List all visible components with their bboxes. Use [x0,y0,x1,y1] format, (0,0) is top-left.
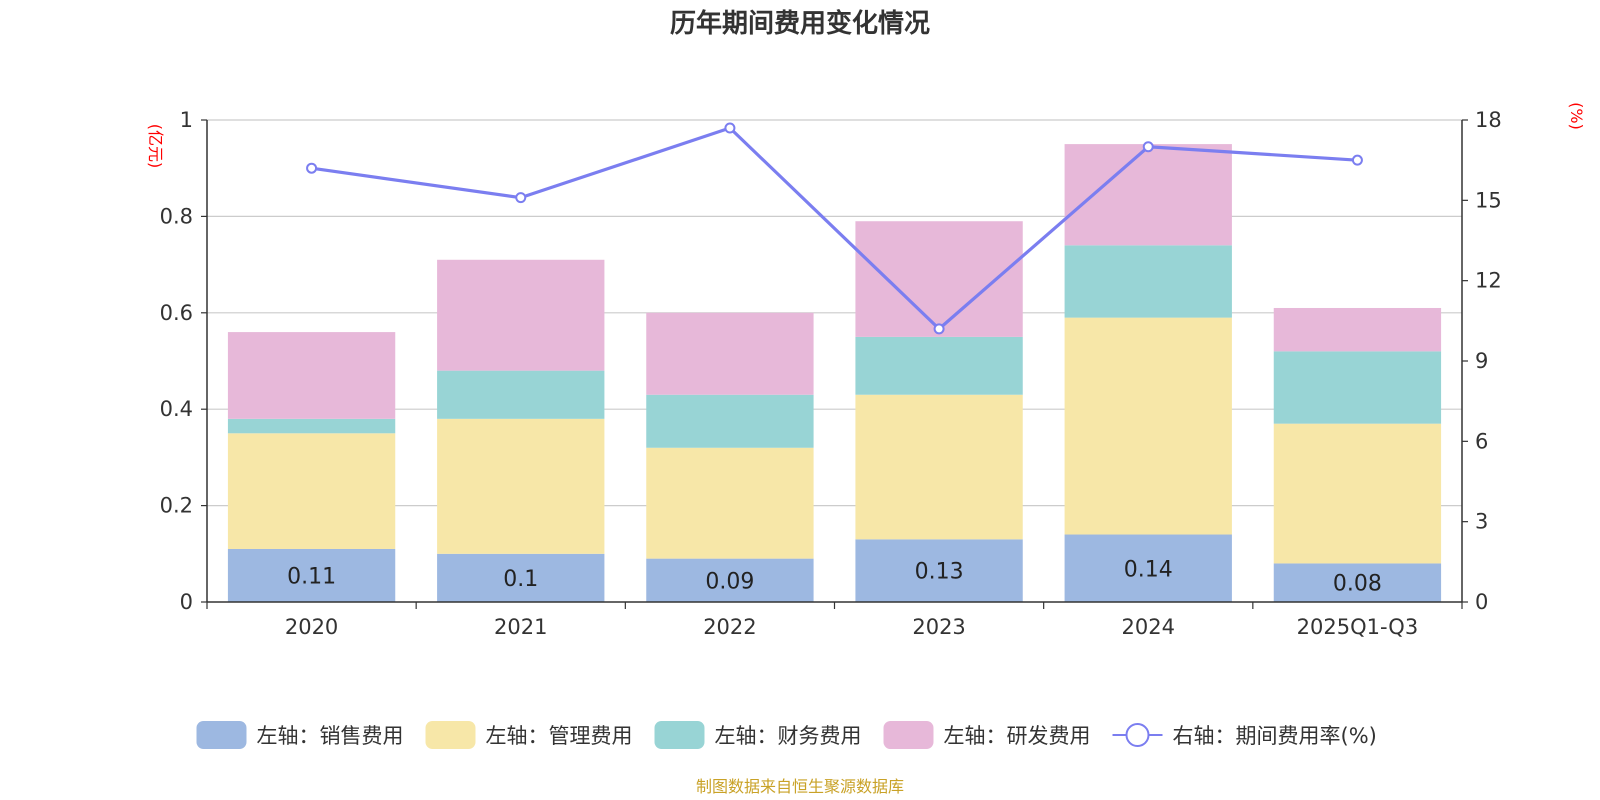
left-tick-label: 0.8 [160,204,193,228]
right-tick-label: 12 [1475,269,1502,293]
bar-data-label: 0.1 [503,567,538,592]
bar-segment-2 [437,370,605,419]
left-tick-label: 0 [180,590,193,614]
right-tick-label: 9 [1475,349,1488,373]
right-tick-label: 18 [1475,108,1502,132]
legend-label: 右轴：期间费用率(%) [1173,724,1377,748]
bar-segment-2 [646,394,814,448]
legend-label: 左轴：销售费用 [257,724,404,748]
x-tick-label: 2022 [703,615,756,639]
line-point [1351,154,1363,166]
bar-segment-2 [227,418,396,434]
bar-data-label: 0.14 [1124,557,1173,582]
bar-segment-3 [1064,144,1232,246]
bar-data-label: 0.13 [915,560,964,585]
right-tick-label: 3 [1475,510,1488,534]
bar-segment-0 [437,553,605,602]
bar-segment-0 [227,548,396,602]
bar-segment-3 [437,259,605,371]
footer-source: 制图数据来自恒生聚源数据库 [696,777,904,796]
left-axis-unit: (亿元) [146,124,165,169]
x-tick-label: 2025Q1-Q3 [1297,615,1419,639]
bar-segment-0 [646,558,814,602]
right-tick-label: 15 [1475,188,1502,212]
bar-segment-1 [1273,423,1442,564]
left-tick-label: 1 [180,108,193,132]
x-tick-label: 2023 [912,615,965,639]
legend-swatch [425,721,476,749]
line-point [306,162,318,174]
legend: 左轴：销售费用 左轴：管理费用 左轴：财务费用 左轴：研发费用 右轴：期间费用率(%) [196,721,1377,749]
bar-segment-1 [646,447,814,559]
line-point [724,122,736,134]
bar-segment-3 [646,312,814,395]
legend-swatch [883,721,934,749]
legend-label: 左轴：财务费用 [715,724,862,748]
bar-segment-0 [855,539,1023,602]
x-tick-label: 2024 [1122,615,1175,639]
left-tick-label: 0.4 [160,397,193,421]
legend-label: 左轴：管理费用 [486,724,633,748]
bar-segment-2 [1064,245,1232,318]
plot-area: 0 0.2 0.4 0.6 0.8 1 0 3 6 9 12 15 18 (亿元) (%) 0.11 0.1 0.… [146,102,1586,639]
legend-label: 左轴：研发费用 [944,724,1091,748]
x-tick-label: 2020 [285,615,338,639]
right-tick-label: 6 [1475,429,1488,453]
line-point [933,323,945,335]
bar-data-label: 0.09 [705,569,754,594]
x-tick-label: 2021 [494,615,547,639]
chart-title: 历年期间费用变化情况 [670,8,930,39]
bar-segment-1 [437,418,605,554]
bar-segment-0 [1064,534,1232,602]
legend-swatch [196,721,247,749]
bar-segment-1 [855,394,1023,540]
legend-swatch [654,721,705,749]
bar-segment-1 [227,433,396,549]
right-axis-unit: (%) [1567,102,1586,130]
left-tick-label: 0.6 [160,301,193,325]
bar-segment-2 [855,336,1023,395]
bar-data-label: 0.11 [287,564,336,589]
line-series-path [311,126,1358,331]
bar-segment-3 [227,332,396,419]
bar-segment-2 [1273,351,1442,424]
bar-segment-3 [1273,307,1442,352]
bar-segment-1 [1064,317,1232,535]
line-point [515,192,527,204]
bar-segment-0 [1273,563,1442,602]
right-tick-label: 0 [1475,590,1488,614]
legend-marker [1125,723,1150,747]
left-tick-label: 0.2 [160,494,193,518]
bar-data-label: 0.08 [1333,572,1382,597]
line-point [1142,141,1154,153]
